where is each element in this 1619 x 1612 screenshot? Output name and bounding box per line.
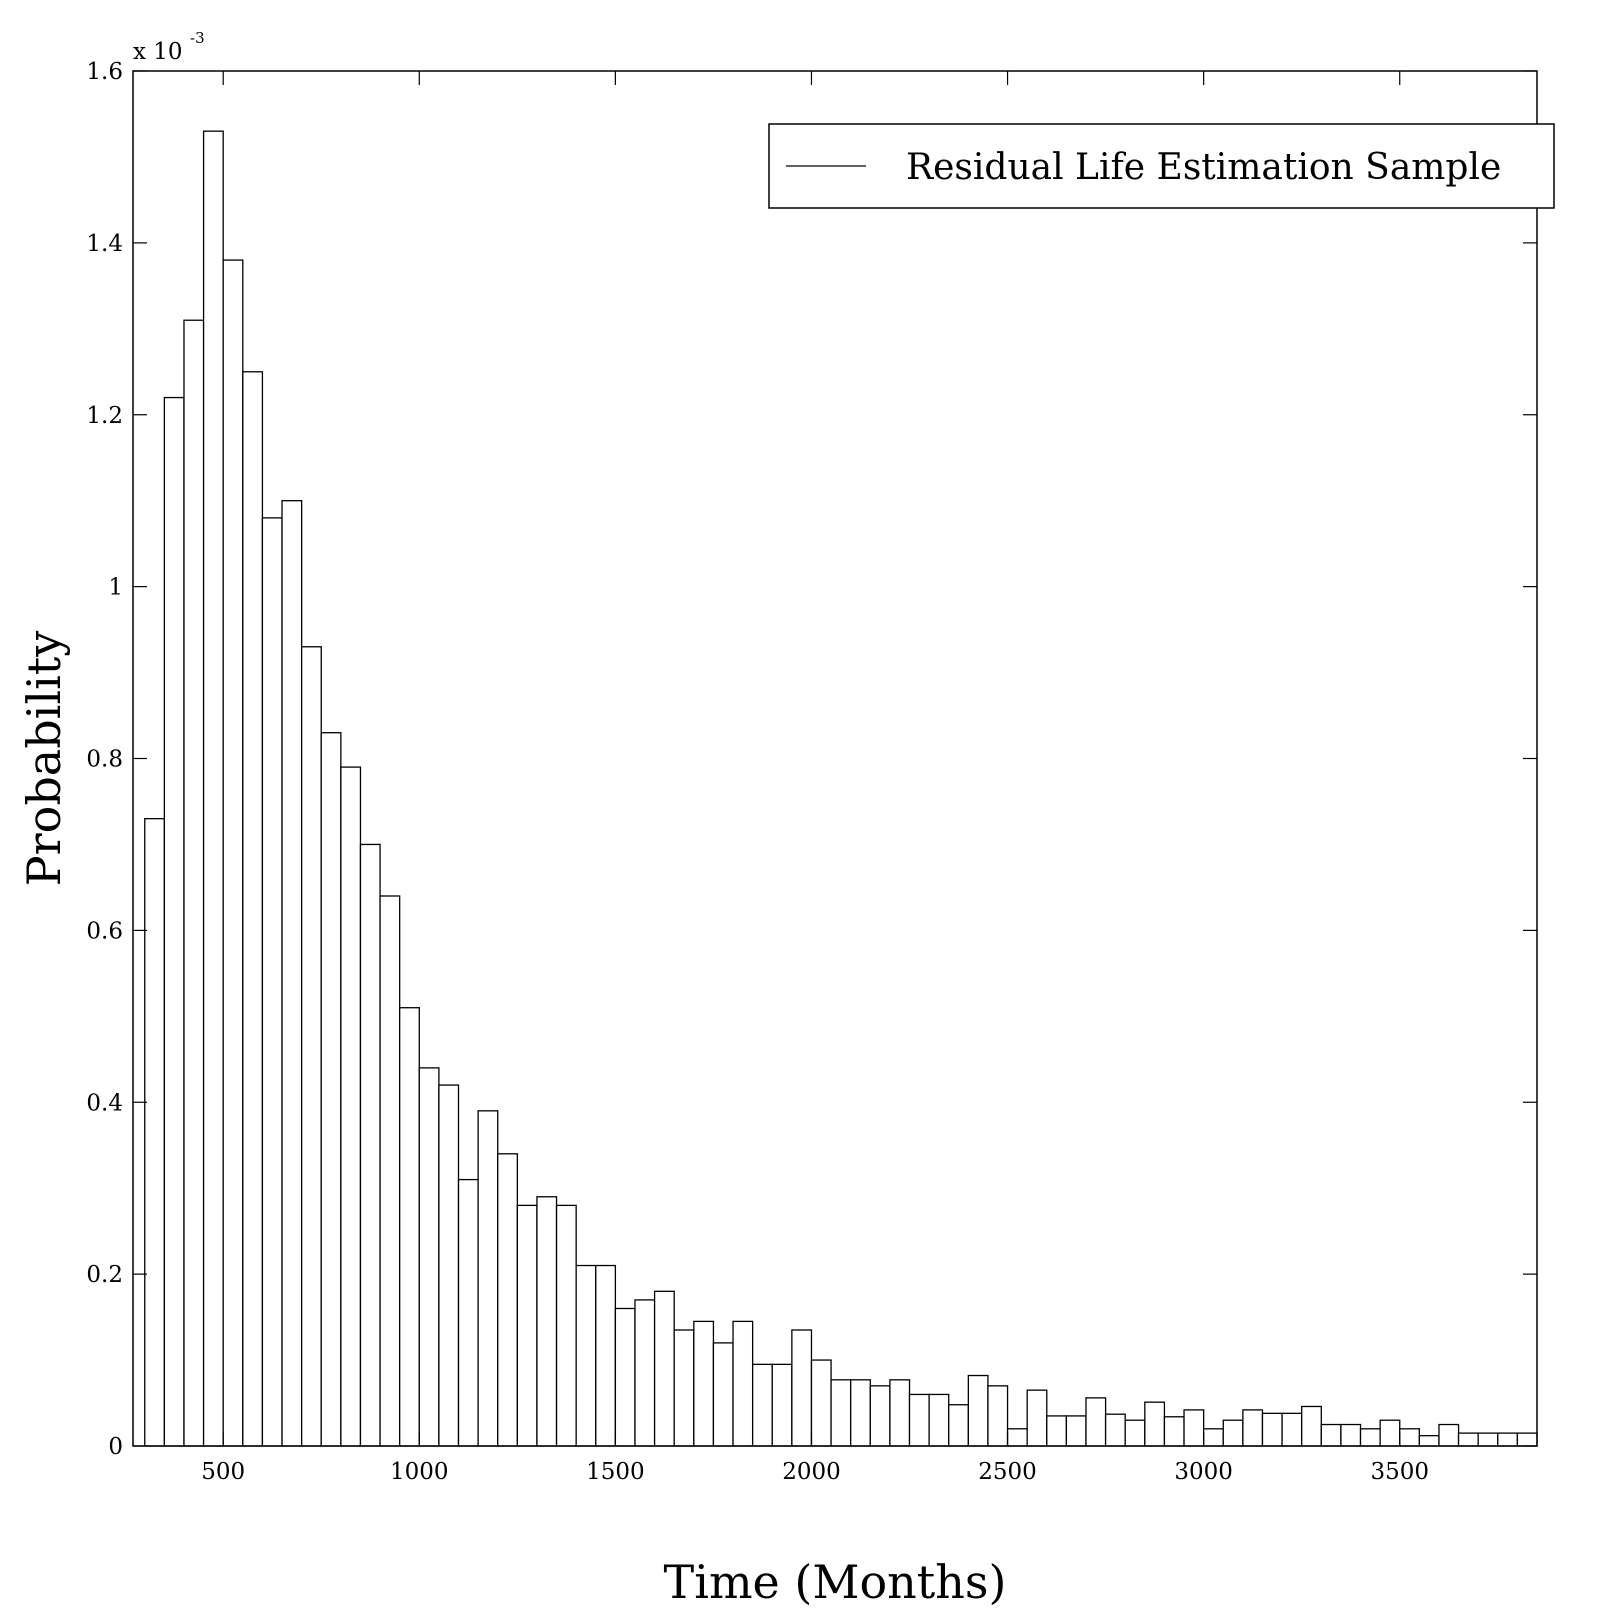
histogram-bar bbox=[340, 766, 362, 1447]
histogram-bar bbox=[399, 1007, 420, 1447]
histogram-bar bbox=[1144, 1401, 1166, 1447]
exponent-base-label: x 10 bbox=[133, 39, 183, 65]
histogram-bar bbox=[1183, 1409, 1205, 1447]
histogram-bar bbox=[653, 1290, 675, 1447]
histogram-bar bbox=[1438, 1423, 1460, 1447]
y-tick-label: 1.6 bbox=[86, 59, 123, 85]
histogram-bar bbox=[693, 1320, 715, 1447]
x-tick-label: 2000 bbox=[782, 1459, 841, 1485]
histogram-bar bbox=[320, 732, 342, 1447]
histogram-bar bbox=[144, 818, 166, 1447]
y-tick-label: 0.2 bbox=[86, 1262, 123, 1288]
y-tick-label: 1 bbox=[108, 575, 123, 601]
histogram-bar bbox=[948, 1404, 969, 1447]
histogram-bar bbox=[183, 319, 205, 1447]
histogram-bar bbox=[242, 371, 264, 1447]
histogram-bar bbox=[1379, 1419, 1401, 1447]
histogram-bar bbox=[889, 1379, 911, 1447]
histogram-bar bbox=[869, 1385, 891, 1447]
histogram-bar bbox=[300, 646, 322, 1447]
histogram-bar bbox=[1242, 1409, 1264, 1447]
histogram-bar bbox=[1124, 1419, 1146, 1447]
legend-label: Residual Life Estimation Sample bbox=[906, 147, 1501, 188]
histogram-bar bbox=[830, 1379, 852, 1447]
x-tick-label: 1000 bbox=[390, 1459, 449, 1485]
histogram-bar bbox=[928, 1393, 950, 1447]
x-tick-label: 3500 bbox=[1370, 1459, 1429, 1485]
histogram-bar bbox=[791, 1329, 813, 1447]
histogram-bar bbox=[1085, 1397, 1107, 1447]
x-tick-label: 1500 bbox=[586, 1459, 645, 1485]
histogram-bar bbox=[771, 1363, 793, 1447]
y-tick-label: 0.4 bbox=[86, 1090, 123, 1116]
histogram-bar bbox=[1516, 1432, 1538, 1447]
y-tick-label: 1.4 bbox=[86, 231, 123, 257]
histogram-bar bbox=[438, 1084, 460, 1447]
histogram-bar bbox=[222, 259, 244, 1447]
histogram-bar bbox=[281, 500, 303, 1447]
histogram-bar bbox=[614, 1307, 636, 1447]
y-tick-label: 0 bbox=[108, 1434, 123, 1460]
histogram-bar bbox=[1281, 1412, 1303, 1447]
histogram-bar bbox=[1457, 1432, 1479, 1447]
histogram-bar bbox=[555, 1204, 577, 1447]
histogram-bar bbox=[850, 1379, 871, 1447]
histogram-bar bbox=[1359, 1428, 1381, 1447]
histogram-bar bbox=[359, 843, 381, 1447]
histogram-bar bbox=[1163, 1416, 1185, 1447]
x-tick-label: 3000 bbox=[1174, 1459, 1233, 1485]
histogram-bar bbox=[1046, 1415, 1068, 1447]
histogram-bar bbox=[261, 517, 283, 1447]
legend-box bbox=[768, 123, 1555, 209]
histogram-bar bbox=[536, 1196, 558, 1447]
histogram-bar bbox=[1340, 1423, 1362, 1447]
histogram-bar bbox=[1418, 1435, 1440, 1447]
histogram-bar bbox=[516, 1204, 538, 1447]
histogram-bar bbox=[1399, 1428, 1420, 1447]
histogram-bar bbox=[908, 1393, 930, 1447]
x-tick-label: 2500 bbox=[978, 1459, 1037, 1485]
histogram-bar bbox=[732, 1320, 754, 1447]
histogram-bar bbox=[673, 1329, 695, 1447]
histogram-bar bbox=[1477, 1432, 1499, 1447]
histogram-bar bbox=[1203, 1428, 1224, 1447]
histogram-bar bbox=[1320, 1423, 1342, 1447]
histogram-bar bbox=[477, 1110, 499, 1447]
histogram-bar bbox=[1065, 1415, 1087, 1447]
histogram-bar bbox=[634, 1299, 656, 1447]
y-tick-label: 0.8 bbox=[86, 747, 123, 773]
histogram-bar bbox=[202, 130, 224, 1447]
histogram-bar bbox=[1104, 1413, 1126, 1447]
histogram-bar bbox=[1006, 1428, 1028, 1447]
histogram-bar bbox=[987, 1385, 1009, 1447]
histogram-bar bbox=[418, 1067, 440, 1447]
histogram-bar bbox=[1026, 1389, 1048, 1447]
y-axis-title: Probability bbox=[17, 631, 71, 887]
histogram-bar bbox=[1222, 1419, 1244, 1447]
histogram-bar bbox=[712, 1342, 734, 1447]
y-tick-label: 1.2 bbox=[86, 403, 123, 429]
bars-group bbox=[144, 130, 1538, 1447]
histogram-bar bbox=[1301, 1405, 1322, 1447]
histogram-bar bbox=[967, 1374, 989, 1447]
x-axis-title: Time (Months) bbox=[664, 1555, 1007, 1609]
histogram-bar bbox=[1497, 1432, 1519, 1447]
histogram-bar bbox=[379, 895, 401, 1447]
histogram-bar bbox=[810, 1359, 832, 1447]
y-tick-label: 0.6 bbox=[86, 918, 123, 944]
histogram-bar bbox=[497, 1153, 518, 1447]
histogram-bar bbox=[575, 1264, 597, 1447]
histogram-bar bbox=[163, 396, 185, 1447]
ticks-group: 500 1000 1500 2000 2500 3000 3500 0 0.2 0.4 0.6 0.8… bbox=[86, 59, 1537, 1485]
legend: Residual Life Estimation Sample bbox=[768, 123, 1555, 209]
x-tick-label: 500 bbox=[201, 1459, 245, 1485]
histogram-bar bbox=[1261, 1412, 1283, 1447]
histogram-bar bbox=[595, 1264, 617, 1447]
histogram-bar bbox=[457, 1178, 479, 1447]
histogram-bar bbox=[751, 1363, 773, 1447]
exponent-power-label: -3 bbox=[190, 29, 205, 47]
